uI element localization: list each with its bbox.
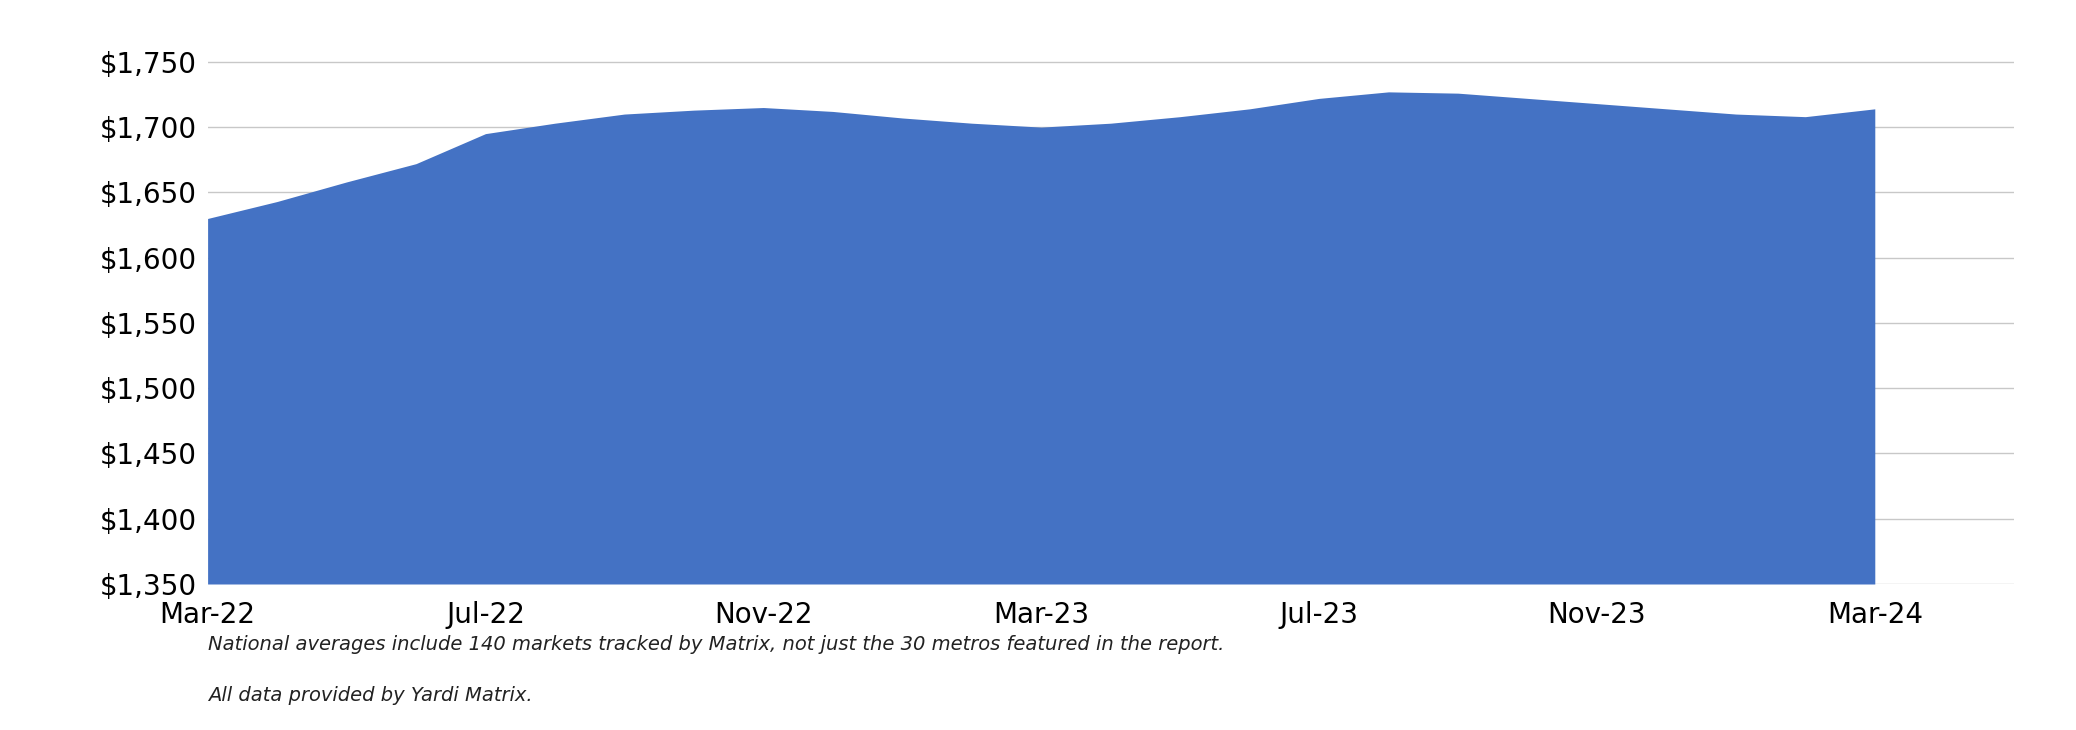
- Text: National averages include 140 markets tracked by Matrix, not just the 30 metros : National averages include 140 markets tr…: [208, 635, 1225, 654]
- Text: All data provided by Yardi Matrix.: All data provided by Yardi Matrix.: [208, 686, 531, 705]
